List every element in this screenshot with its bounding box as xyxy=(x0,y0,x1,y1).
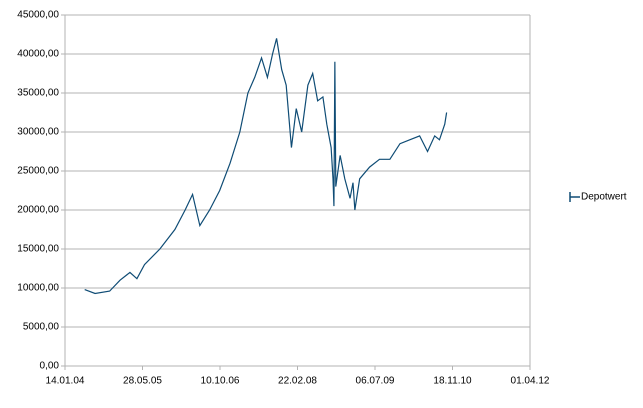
y-tick-label: 45000,00 xyxy=(17,10,59,21)
y-tick-label: 25000,00 xyxy=(17,166,59,177)
x-tick-label: 28.05.05 xyxy=(123,376,162,387)
y-tick-label: 20000,00 xyxy=(17,205,59,216)
x-tick-label: 01.04.12 xyxy=(511,376,550,387)
y-tick-label: 10000,00 xyxy=(17,283,59,294)
y-tick-label: 35000,00 xyxy=(17,88,59,99)
series-line xyxy=(84,38,448,295)
y-tick-label: 40000,00 xyxy=(17,49,59,60)
y-tick-label: 30000,00 xyxy=(17,127,59,138)
y-tick-label: 0,00 xyxy=(40,361,60,372)
legend-label: Depotwert xyxy=(581,192,627,203)
y-tick-label: 5000,00 xyxy=(23,322,60,333)
x-tick-label: 10.10.06 xyxy=(201,376,240,387)
x-tick-label: 18.11.10 xyxy=(433,376,472,387)
x-tick-label: 14.01.04 xyxy=(46,376,85,387)
x-tick-label: 06.07.09 xyxy=(356,376,395,387)
x-tick-label: 22.02.08 xyxy=(278,376,317,387)
y-tick-label: 15000,00 xyxy=(17,244,59,255)
